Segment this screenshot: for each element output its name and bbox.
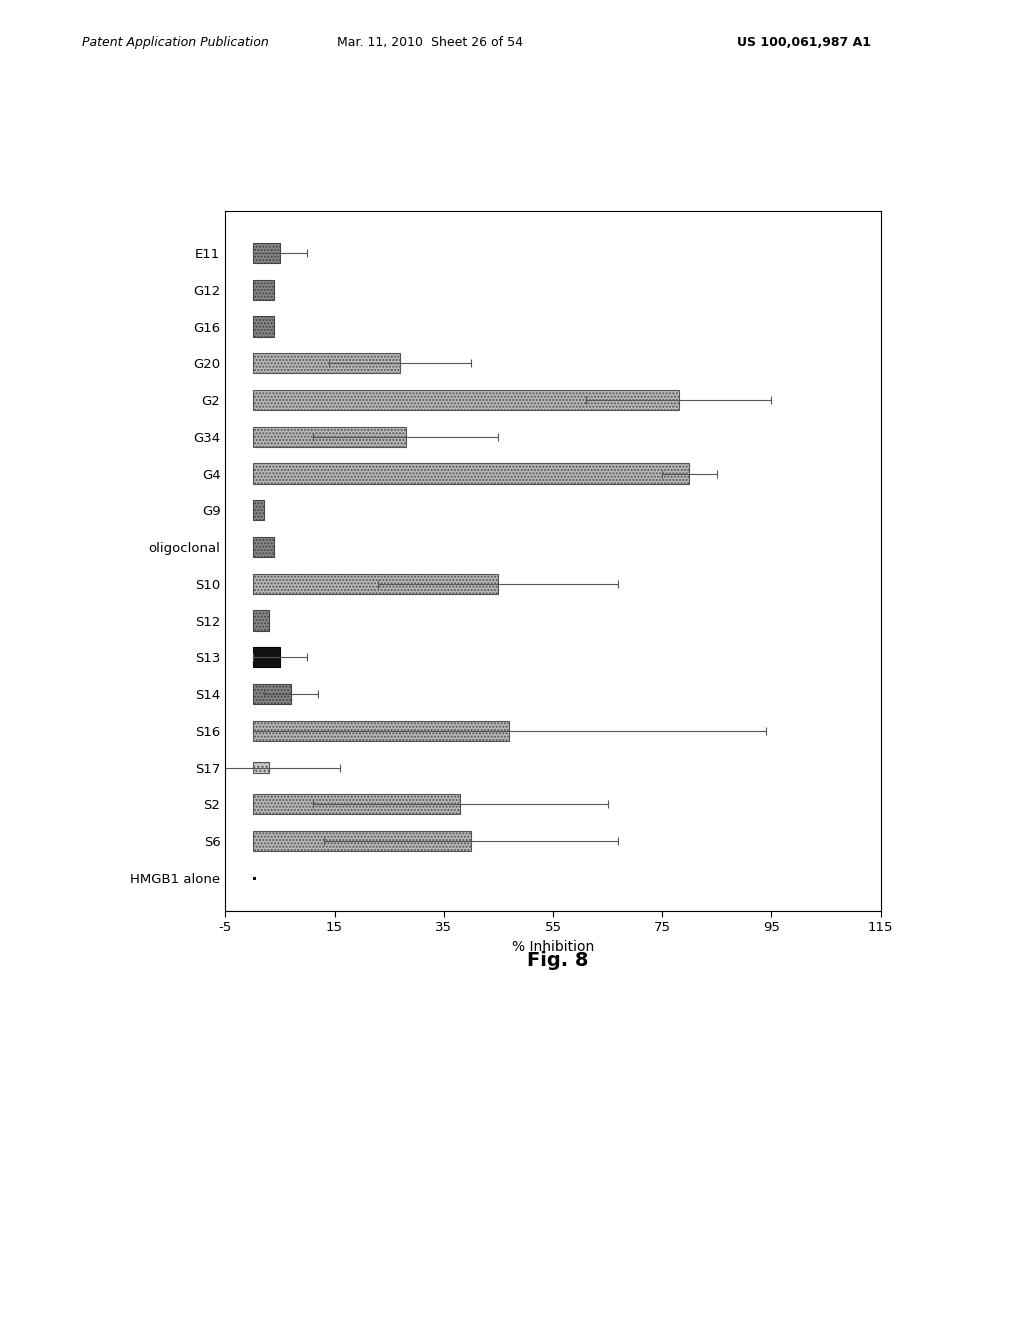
Text: Mar. 11, 2010  Sheet 26 of 54: Mar. 11, 2010 Sheet 26 of 54 — [337, 36, 523, 49]
Bar — [253, 721, 509, 741]
Text: Patent Application Publication: Patent Application Publication — [82, 36, 268, 49]
Bar — [253, 830, 471, 851]
Bar — [253, 762, 269, 774]
Text: US 100,061,987 A1: US 100,061,987 A1 — [737, 36, 871, 49]
Text: Fig. 8: Fig. 8 — [527, 952, 589, 970]
Bar — [253, 426, 406, 447]
Bar — [253, 876, 255, 879]
Bar — [253, 243, 280, 263]
Bar — [253, 537, 274, 557]
Bar — [253, 500, 263, 520]
Bar — [253, 280, 274, 300]
Bar — [253, 354, 400, 374]
Bar — [253, 795, 460, 814]
Bar — [253, 684, 291, 704]
X-axis label: % Inhibition: % Inhibition — [512, 940, 594, 954]
Bar — [253, 317, 274, 337]
Bar — [253, 647, 280, 668]
Bar — [253, 463, 689, 483]
Bar — [253, 574, 499, 594]
Bar — [253, 389, 679, 411]
Bar — [253, 610, 269, 631]
